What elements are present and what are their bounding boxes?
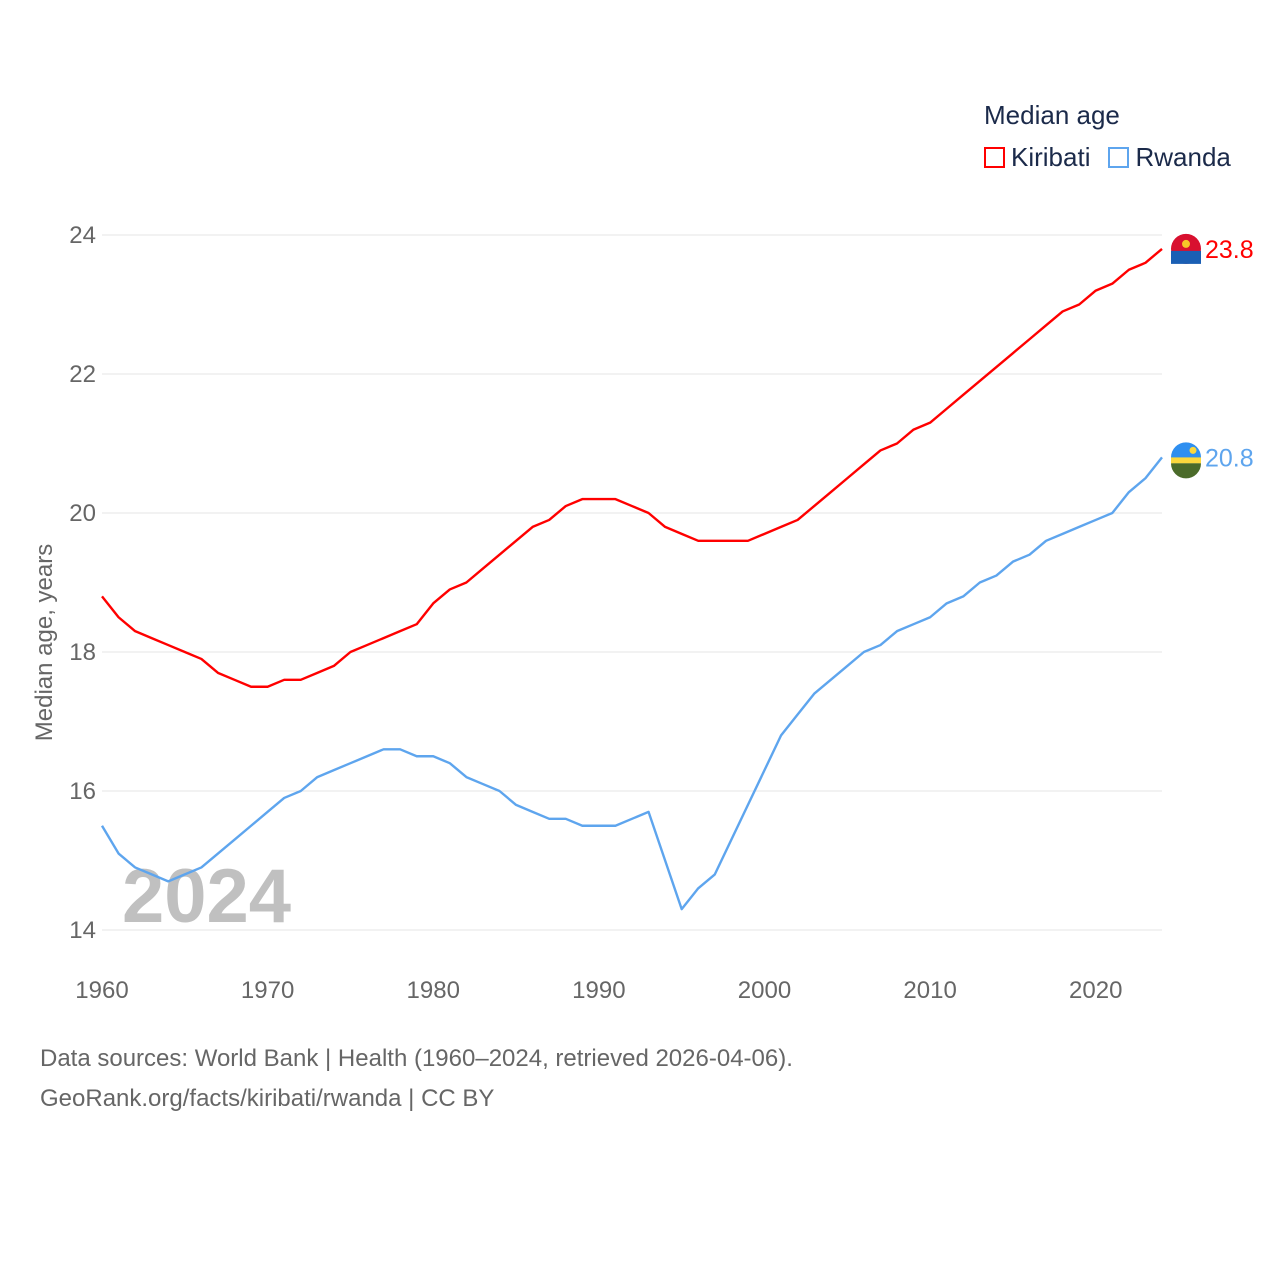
flag-sun [1182,239,1190,248]
x-tick-label: 1980 [407,977,460,1004]
x-tick-label: 2010 [903,977,956,1004]
legend: Kiribati Rwanda [984,142,1231,173]
legend-item-rwanda[interactable]: Rwanda [1108,142,1231,173]
flag-band [1171,463,1201,479]
legend-title: Median age [984,100,1120,130]
series-line-kiribati [101,247,1163,688]
legend-swatch-rwanda [1108,147,1130,168]
y-tick-label: 16 [69,778,96,805]
y-tick-label: 24 [69,222,96,249]
legend-swatch-kiribati [984,147,1005,168]
x-tick-label: 2000 [738,977,791,1004]
x-tick-label: 1990 [572,977,625,1004]
y-axis-label: Median age, years [31,544,58,741]
series-line-rwanda [100,456,1163,911]
legend-label: Kiribati [1011,142,1091,172]
source-link[interactable]: GeoRank.org/facts/kiribati/rwanda | CC B… [40,1085,495,1112]
y-tick-label: 18 [69,639,96,666]
x-tick-label: 1960 [75,977,128,1004]
end-value-label: 23.8 [1205,236,1254,264]
legend-label: Rwanda [1135,142,1231,172]
end-value-label: 20.8 [1205,444,1254,472]
x-tick-label: 1970 [241,977,294,1004]
x-tick-label: 2020 [1069,977,1122,1004]
flag-sun [1189,446,1197,454]
legend-item-kiribati[interactable]: Kiribati [984,142,1090,173]
y-tick-label: 22 [69,361,96,388]
flag-band [1171,457,1201,464]
y-tick-label: 20 [69,500,96,527]
year-watermark: 2024 [122,854,291,939]
source-text: Data sources: World Bank | Health (1960–… [40,1045,793,1072]
y-tick-label: 14 [69,917,96,944]
flag-band [1171,250,1201,264]
